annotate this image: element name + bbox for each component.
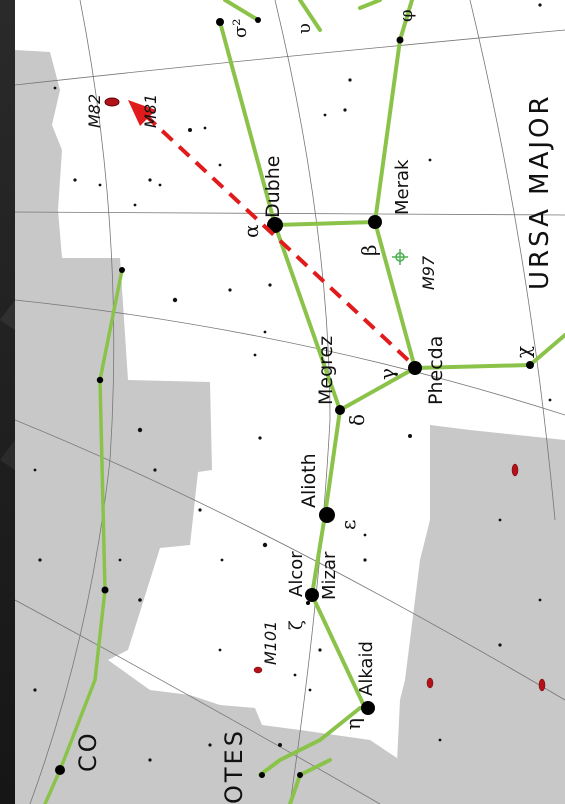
sigma2-label: σ² — [230, 18, 251, 38]
m97-label: M97 — [419, 255, 438, 290]
m101-label: M101 — [261, 621, 280, 665]
coordinate-grid — [15, 0, 565, 804]
galaxies — [104, 97, 546, 692]
mizar-label: Mizar — [319, 551, 340, 600]
pointer-arrow — [128, 100, 410, 362]
sigma2-star — [255, 17, 261, 23]
gamma-label: γ — [375, 368, 399, 380]
alcor-label: Alcor — [286, 551, 307, 597]
phecda-label: Phecda — [425, 336, 447, 405]
delta-label: δ — [345, 414, 369, 426]
epsilon-label: ε — [336, 520, 360, 530]
draco-figure — [43, 268, 124, 804]
phecda-star — [408, 361, 422, 375]
m101-galaxy — [253, 666, 263, 674]
alpha-label: α — [239, 224, 263, 238]
upsilon-star — [216, 18, 224, 26]
megrez-star — [335, 405, 345, 415]
m82-label: M82 — [85, 94, 104, 128]
m97-nebula — [392, 249, 408, 265]
alkaid-star — [361, 701, 375, 715]
outside-region-right — [395, 425, 565, 804]
upsilon-label: υ — [294, 23, 315, 34]
merak-label: Merak — [392, 159, 413, 215]
bright-stars — [55, 17, 534, 778]
mizar-star — [305, 588, 319, 602]
eta-label: η — [341, 718, 365, 730]
dubhe-label: Dubhe — [262, 156, 284, 218]
m81-label: M81 — [141, 94, 160, 128]
ursa-major-label: URSA MAJOR — [525, 93, 555, 290]
alioth-label: Alioth — [298, 453, 320, 508]
beta-label: β — [357, 244, 381, 256]
alcor-star — [306, 601, 310, 605]
galaxy-east-2 — [426, 677, 434, 689]
outside-region-left — [15, 50, 410, 804]
merak-star — [368, 215, 382, 229]
deep-sky-labels: M81 M82 M97 M101 — [85, 94, 438, 665]
star-labels: Dubhe Merak Phecda Megrez Alioth Mizar A… — [262, 156, 447, 696]
chi-star — [526, 361, 534, 369]
chi-label: χ — [511, 346, 535, 358]
faint-stars — [33, 3, 552, 762]
phi-star — [396, 36, 404, 44]
zeta-label: ζ — [286, 620, 307, 630]
dubhe-star — [267, 217, 283, 233]
megrez-label: Megrez — [315, 336, 337, 405]
constellation-labels: URSA MAJOR OTES CO — [74, 93, 555, 804]
alioth-star — [319, 507, 335, 523]
draco-label: CO — [74, 730, 102, 772]
star-chart: Dubhe Merak Phecda Megrez Alioth Mizar A… — [15, 0, 565, 804]
bootes-label: OTES — [220, 728, 248, 804]
alkaid-label: Alkaid — [356, 641, 377, 696]
galaxy-east-3 — [538, 678, 546, 692]
phi-label: φ — [396, 9, 417, 22]
m81-galaxy — [104, 97, 120, 107]
galaxy-east-1 — [511, 463, 519, 477]
greek-labels: α β γ δ ε ζ η υ χ σ² φ — [230, 9, 535, 730]
